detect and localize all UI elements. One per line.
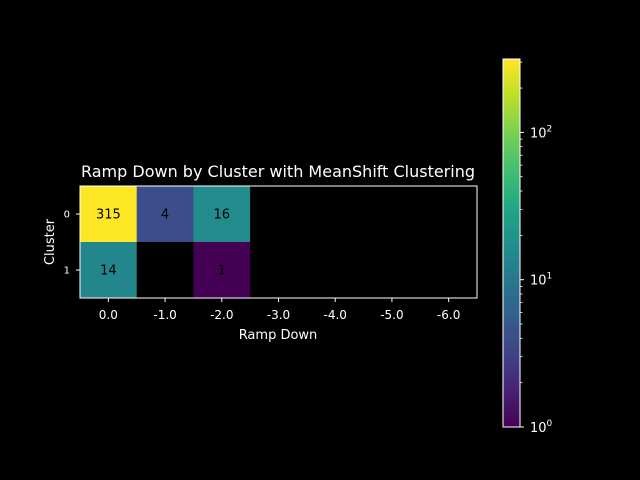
heatmap-cell bbox=[250, 186, 308, 243]
x-tick-label: -5.0 bbox=[380, 308, 403, 322]
y-tick-label: 1 bbox=[64, 266, 70, 277]
heatmap-cells bbox=[80, 186, 478, 299]
cell-value-label: 315 bbox=[96, 208, 121, 223]
chart-title: Ramp Down by Cluster with MeanShift Clus… bbox=[81, 162, 475, 181]
heatmap-cell bbox=[306, 242, 364, 299]
x-tick-label: -2.0 bbox=[210, 308, 233, 322]
x-tick-label: -6.0 bbox=[437, 308, 460, 322]
heatmap-cell bbox=[80, 242, 138, 299]
cell-value-label: 4 bbox=[161, 208, 169, 223]
heatmap-cell bbox=[136, 186, 194, 243]
x-axis-ticks: 0.0 -1.0 -2.0 -3.0 -4.0 -5.0 -6.0 bbox=[99, 298, 460, 322]
heatmap-cell-labels: 315 4 16 14 1 bbox=[96, 208, 230, 279]
colorbar-tick-label: 101 bbox=[530, 272, 552, 289]
y-axis-label: Cluster bbox=[43, 218, 58, 265]
heatmap-cell bbox=[193, 186, 251, 243]
cell-value-label: 16 bbox=[214, 208, 231, 223]
y-tick-label: 0 bbox=[64, 210, 70, 221]
x-tick-label: -1.0 bbox=[153, 308, 176, 322]
heatmap-cell bbox=[363, 186, 421, 243]
heatmap-cell bbox=[363, 242, 421, 299]
heatmap-cell bbox=[420, 242, 478, 299]
heatmap-cell bbox=[136, 242, 194, 299]
cell-value-label: 1 bbox=[218, 264, 226, 279]
x-tick-label: -4.0 bbox=[324, 308, 347, 322]
heatmap-cell bbox=[250, 242, 308, 299]
heatmap-cell bbox=[80, 186, 138, 243]
heatmap-cell bbox=[306, 186, 364, 243]
x-axis-label: Ramp Down bbox=[239, 328, 318, 343]
heatmap-cell bbox=[193, 242, 251, 299]
x-tick-label: 0.0 bbox=[99, 308, 118, 322]
cell-value-label: 14 bbox=[100, 264, 117, 279]
colorbar bbox=[502, 58, 521, 428]
y-axis-ticks: 01 bbox=[64, 210, 80, 277]
colorbar-tick-label: 100 bbox=[530, 419, 553, 436]
x-tick-label: -3.0 bbox=[267, 308, 290, 322]
heatmap-cell bbox=[420, 186, 478, 243]
colorbar-tick-label: 102 bbox=[530, 124, 552, 141]
colorbar-ticks: 100 101 102 bbox=[520, 61, 553, 436]
